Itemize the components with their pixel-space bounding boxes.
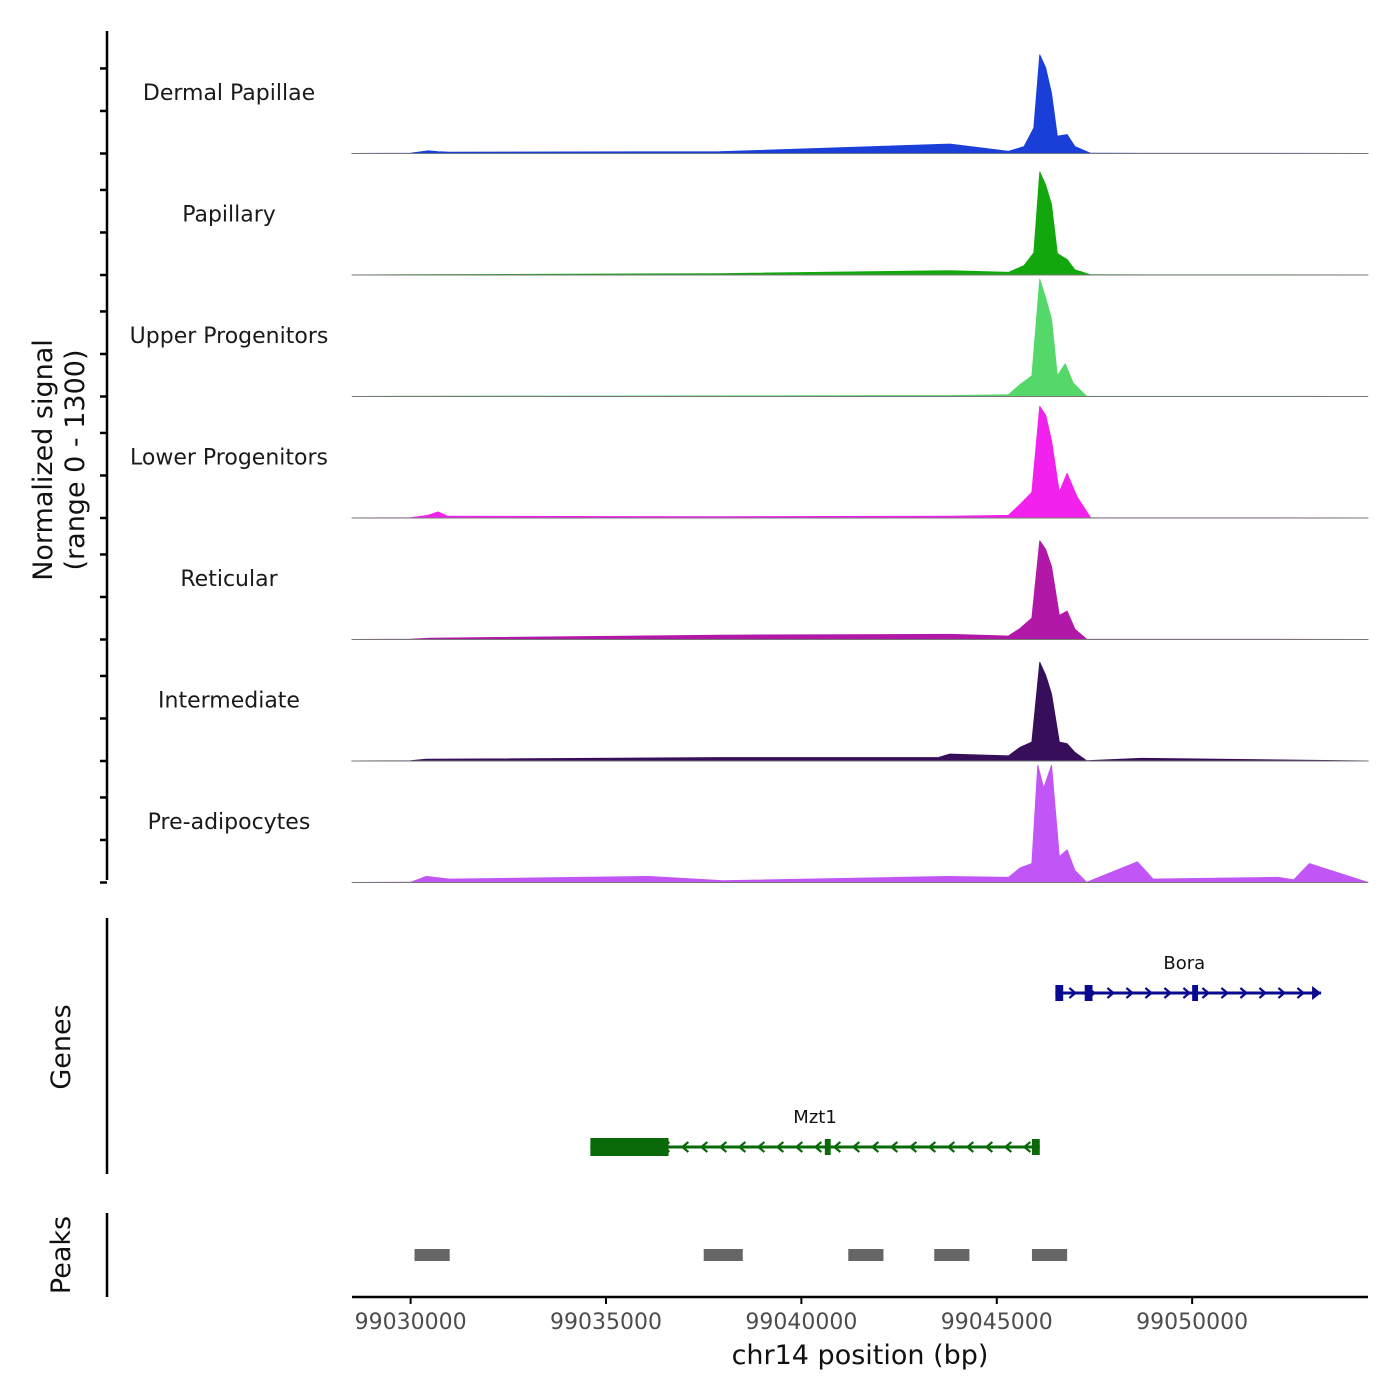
strand-arrow: [756, 1141, 766, 1153]
coverage-area-upper-progenitors: [351, 278, 1369, 397]
track-label-intermediate: Intermediate: [158, 689, 300, 714]
strand-arrow: [965, 1141, 975, 1153]
coverage-area-dermal-papillae: [351, 54, 1369, 154]
strand-arrow: [680, 1141, 690, 1153]
strand-arrow: [870, 1141, 880, 1153]
track-label-dermal-papillae: Dermal Papillae: [143, 81, 315, 106]
strand-arrow: [775, 1141, 785, 1153]
peak-region: [1031, 1249, 1068, 1261]
coverage-area-papillary: [351, 171, 1369, 276]
x-axis: 99030000 99035000 99040000 99045000 99050000: [352, 1295, 1368, 1335]
peak-region: [848, 1249, 884, 1261]
strand-arrow: [1003, 1141, 1013, 1153]
peaks-y-axis-label: Peaks: [46, 1216, 77, 1294]
track-intermediate: Intermediate: [100, 661, 1369, 763]
strand-arrow: [984, 1141, 994, 1153]
strand-arrow: [1182, 987, 1192, 999]
gene-label-mzt1: Mzt1: [793, 1107, 837, 1128]
x-tick-label: 99050000: [1136, 1310, 1248, 1335]
strand-arrow: [1220, 987, 1230, 999]
coverage-y-axis-label-line1: Normalized signal: [28, 339, 59, 581]
track-label-reticular: Reticular: [180, 567, 278, 592]
coverage-tracks: Dermal Papillae Papillary Upper Progenitor…: [100, 31, 1369, 884]
x-tick-label: 99045000: [941, 1310, 1053, 1335]
coverage-area-lower-progenitors: [351, 406, 1369, 519]
strand-arrow: [889, 1141, 899, 1153]
strand-arrow: [737, 1141, 747, 1153]
gene-track: Bora Mzt1: [105, 918, 1322, 1174]
track-reticular: Reticular: [100, 540, 1369, 641]
x-tick-label: 99035000: [550, 1310, 662, 1335]
genes-y-axis-label: Genes: [46, 1004, 77, 1089]
gene-exon-bora: [1055, 985, 1064, 1001]
x-axis-label: chr14 position (bp): [732, 1340, 989, 1371]
strand-arrow: [927, 1141, 937, 1153]
track-label-pre-adipocytes: Pre-adipocytes: [148, 810, 311, 835]
x-tick-label: 99030000: [355, 1310, 467, 1335]
strand-arrow: [1144, 987, 1154, 999]
coverage-area-intermediate: [351, 661, 1369, 762]
track-papillary: Papillary: [100, 171, 1369, 277]
track-lower-progenitors: Lower Progenitors: [100, 406, 1369, 520]
strand-arrow: [946, 1141, 956, 1153]
strand-arrow: [813, 1141, 823, 1153]
gene-exon-mzt1: [1031, 1139, 1040, 1155]
strand-arrow: [794, 1141, 804, 1153]
peak-track: [105, 1213, 1068, 1297]
strand-arrow: [851, 1141, 861, 1153]
track-upper-progenitors: Upper Progenitors: [100, 278, 1369, 398]
strand-arrow: [1125, 987, 1135, 999]
strand-arrow: [1201, 987, 1211, 999]
strand-arrow: [1296, 987, 1306, 999]
strand-arrow: [832, 1141, 842, 1153]
coverage-y-axis-label-line2: (range 0 - 1300): [60, 350, 91, 571]
peak-region: [934, 1249, 970, 1261]
peak-region: [703, 1249, 743, 1261]
gene-bora: Bora: [1055, 953, 1322, 1001]
strand-arrow: [699, 1141, 709, 1153]
gene-mzt1: Mzt1: [590, 1107, 1040, 1156]
strand-arrow: [908, 1141, 918, 1153]
strand-arrow: [1163, 987, 1173, 999]
strand-arrow: [1022, 1141, 1032, 1153]
gene-exon-bora: [1192, 985, 1199, 1001]
track-label-upper-progenitors: Upper Progenitors: [130, 324, 329, 349]
track-label-lower-progenitors: Lower Progenitors: [130, 446, 328, 471]
gene-exon-mzt1: [824, 1139, 831, 1155]
peak-region: [414, 1249, 450, 1261]
track-dermal-papillae: Dermal Papillae: [100, 54, 1369, 155]
gene-exon-mzt1: [590, 1138, 669, 1156]
strand-arrow: [1106, 987, 1116, 999]
gene-label-bora: Bora: [1163, 953, 1205, 974]
track-pre-adipocytes: Pre-adipocytes: [100, 764, 1369, 884]
strand-arrow: [1258, 987, 1268, 999]
coverage-area-reticular: [351, 540, 1369, 640]
strand-arrow: [718, 1141, 728, 1153]
track-label-papillary: Papillary: [182, 203, 276, 228]
strand-arrow: [1239, 987, 1249, 999]
strand-arrow: [1277, 987, 1287, 999]
gene-end-arrow: [1312, 986, 1322, 1000]
gene-exon-bora: [1084, 985, 1093, 1001]
coverage-area-pre-adipocytes: [351, 764, 1369, 883]
x-tick-label: 99040000: [745, 1310, 857, 1335]
strand-arrow: [1068, 987, 1078, 999]
